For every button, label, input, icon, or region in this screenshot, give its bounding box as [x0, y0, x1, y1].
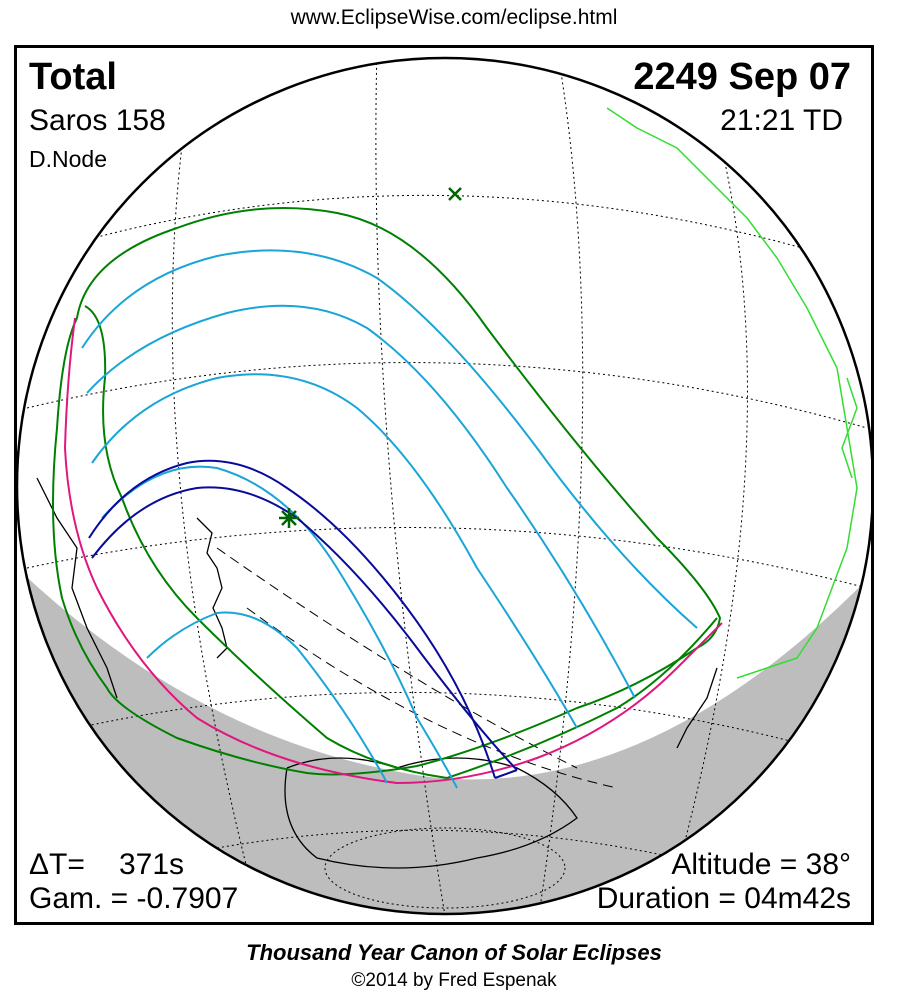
penumbra-limit-inner — [84, 305, 718, 780]
rise-set-curve — [63, 317, 723, 785]
coastline-highlight — [606, 107, 858, 679]
altitude-value: Altitude = 38° — [671, 848, 851, 881]
new-zealand-coast — [196, 517, 228, 659]
eclipse-date: 2249 Sep 07 — [633, 56, 851, 98]
eclipse-time: 21:21 TD — [720, 104, 843, 137]
eclipse-globe-map — [17, 56, 871, 916]
australia-edge — [36, 477, 118, 699]
canon-title: Thousand Year Canon of Solar Eclipses — [246, 940, 662, 965]
globe-outline — [17, 56, 871, 916]
node-label: D.Node — [29, 146, 107, 172]
sub-solar-point-x — [448, 187, 462, 201]
gamma-value: Gam. = -0.7907 — [29, 882, 239, 915]
globe-disk — [17, 58, 871, 914]
greatest-eclipse-star — [279, 508, 299, 528]
eclipse-type: Total — [29, 56, 117, 98]
partial-eclipse-contours — [81, 249, 698, 789]
source-url[interactable]: www.EclipseWise.com/eclipse.html — [290, 6, 618, 29]
delta-t-label: ΔT= — [29, 848, 85, 881]
delta-t-value: 371s — [119, 848, 185, 881]
duration-value: Duration = 04m42s — [596, 882, 851, 915]
central-path — [88, 459, 518, 779]
eclipse-map-frame: Total 2249 Sep 07 Saros 158 21:21 TD D.N… — [14, 45, 874, 925]
south-america-coast — [676, 667, 718, 749]
penumbra-limit-north — [52, 207, 722, 776]
graticule-lines — [26, 58, 868, 914]
saros-series: Saros 158 — [29, 104, 166, 137]
copyright: ©2014 by Fred Espenak — [351, 970, 557, 991]
